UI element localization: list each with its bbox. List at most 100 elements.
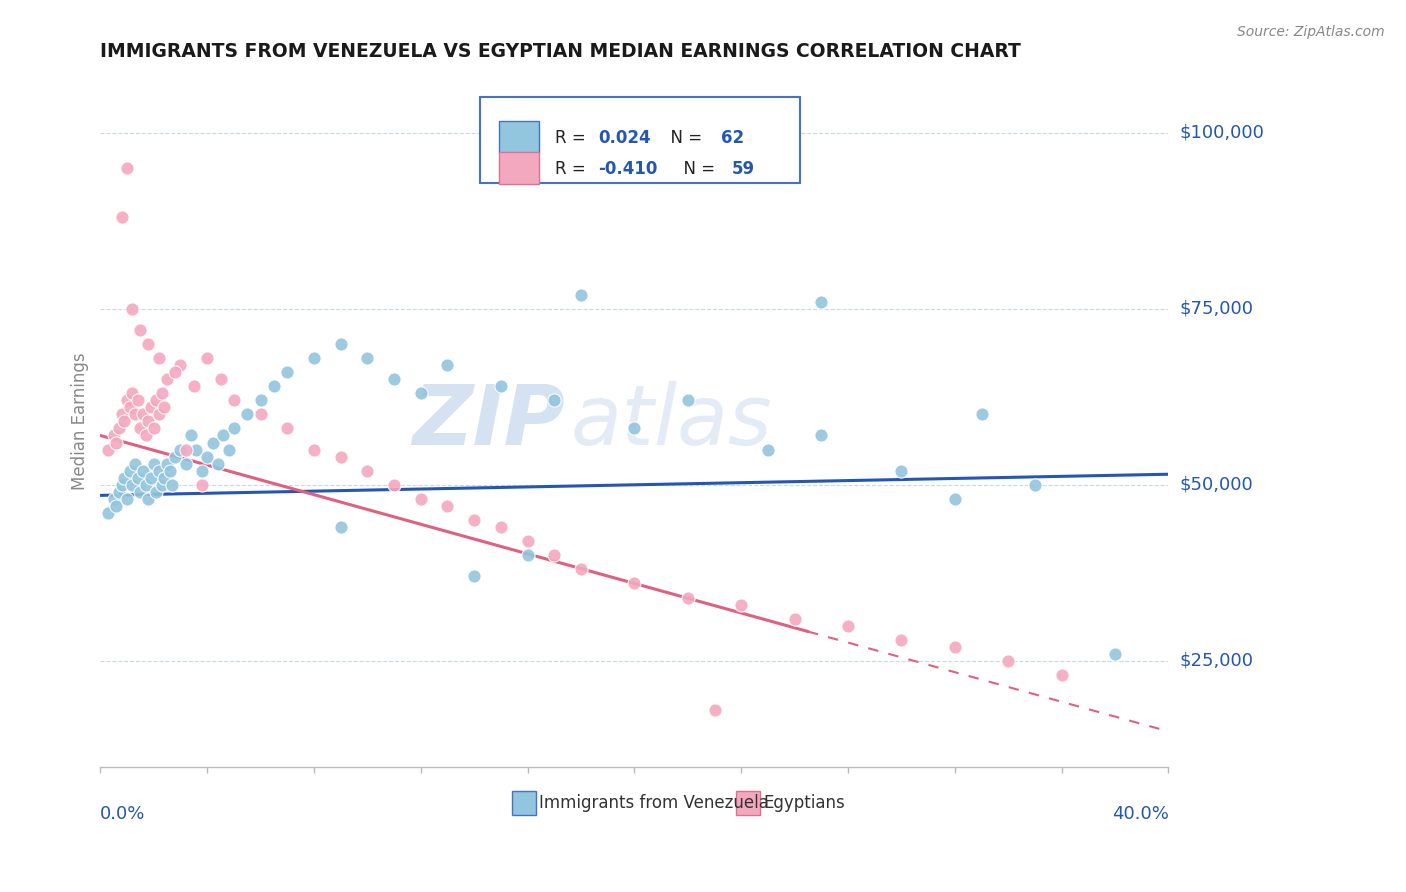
Text: 59: 59	[731, 160, 755, 178]
Text: -0.410: -0.410	[598, 160, 658, 178]
Point	[142, 421, 165, 435]
Point	[127, 471, 149, 485]
Point	[118, 464, 141, 478]
Point	[249, 393, 271, 408]
Point	[105, 435, 128, 450]
Point	[676, 591, 699, 605]
Point	[180, 428, 202, 442]
Point	[382, 477, 405, 491]
Text: ZIP: ZIP	[412, 381, 565, 462]
Point	[329, 337, 352, 351]
Point	[148, 408, 170, 422]
Point	[329, 520, 352, 534]
Point	[676, 393, 699, 408]
Point	[138, 337, 160, 351]
Point	[139, 471, 162, 485]
Point	[276, 421, 298, 435]
Point	[263, 379, 285, 393]
Text: R =: R =	[555, 160, 592, 178]
Point	[138, 491, 160, 506]
Point	[810, 294, 832, 309]
Point	[174, 457, 197, 471]
Point	[783, 612, 806, 626]
Point	[249, 408, 271, 422]
Point	[890, 464, 912, 478]
Point	[135, 428, 157, 442]
Point	[108, 484, 131, 499]
Point	[195, 450, 218, 464]
Point	[703, 703, 725, 717]
Point	[236, 408, 259, 422]
Text: $75,000: $75,000	[1180, 300, 1254, 318]
Text: 40.0%: 40.0%	[1112, 805, 1168, 823]
Text: IMMIGRANTS FROM VENEZUELA VS EGYPTIAN MEDIAN EARNINGS CORRELATION CHART: IMMIGRANTS FROM VENEZUELA VS EGYPTIAN ME…	[100, 42, 1021, 61]
Point	[145, 484, 167, 499]
Text: Source: ZipAtlas.com: Source: ZipAtlas.com	[1237, 25, 1385, 39]
Point	[121, 477, 143, 491]
Point	[1050, 668, 1073, 682]
Point	[115, 491, 138, 506]
Point	[148, 351, 170, 365]
Point	[112, 414, 135, 428]
Point	[569, 287, 592, 301]
Point	[156, 457, 179, 471]
FancyBboxPatch shape	[479, 97, 800, 183]
Point	[121, 301, 143, 316]
Point	[97, 506, 120, 520]
Point	[516, 534, 538, 549]
Point	[186, 442, 208, 457]
Point	[516, 548, 538, 562]
Point	[183, 379, 205, 393]
Point	[135, 477, 157, 491]
Point	[124, 457, 146, 471]
Text: 0.0%: 0.0%	[100, 805, 146, 823]
Point	[153, 401, 176, 415]
Point	[132, 464, 155, 478]
Point	[943, 640, 966, 654]
Text: N =: N =	[659, 129, 707, 147]
Point	[436, 499, 458, 513]
Text: $25,000: $25,000	[1180, 652, 1254, 670]
Point	[115, 393, 138, 408]
Point	[302, 351, 325, 365]
Text: $50,000: $50,000	[1180, 475, 1253, 494]
Y-axis label: Median Earnings: Median Earnings	[72, 352, 89, 491]
Point	[111, 408, 134, 422]
Point	[207, 457, 229, 471]
Point	[142, 457, 165, 471]
Point	[222, 421, 245, 435]
Point	[543, 548, 565, 562]
Bar	[512, 790, 536, 815]
Text: 62: 62	[721, 129, 744, 147]
Point	[169, 358, 191, 372]
Point	[97, 442, 120, 457]
Point	[943, 491, 966, 506]
Point	[730, 598, 752, 612]
Point	[382, 372, 405, 386]
Point	[162, 477, 184, 491]
Bar	[735, 790, 759, 815]
Point	[153, 471, 176, 485]
Point	[145, 393, 167, 408]
Point	[169, 442, 191, 457]
Text: 0.024: 0.024	[598, 129, 651, 147]
Point	[329, 450, 352, 464]
Point	[222, 393, 245, 408]
Text: atlas: atlas	[571, 381, 772, 462]
Point	[118, 401, 141, 415]
Point	[569, 562, 592, 576]
Point	[165, 365, 187, 379]
Point	[129, 484, 152, 499]
Point	[121, 386, 143, 401]
Point	[623, 421, 645, 435]
Point	[174, 442, 197, 457]
Point	[129, 421, 152, 435]
Point	[103, 491, 125, 506]
Point	[105, 499, 128, 513]
Point	[108, 421, 131, 435]
Point	[129, 323, 152, 337]
Point	[138, 414, 160, 428]
Point	[201, 435, 224, 450]
Point	[302, 442, 325, 457]
Point	[409, 386, 432, 401]
